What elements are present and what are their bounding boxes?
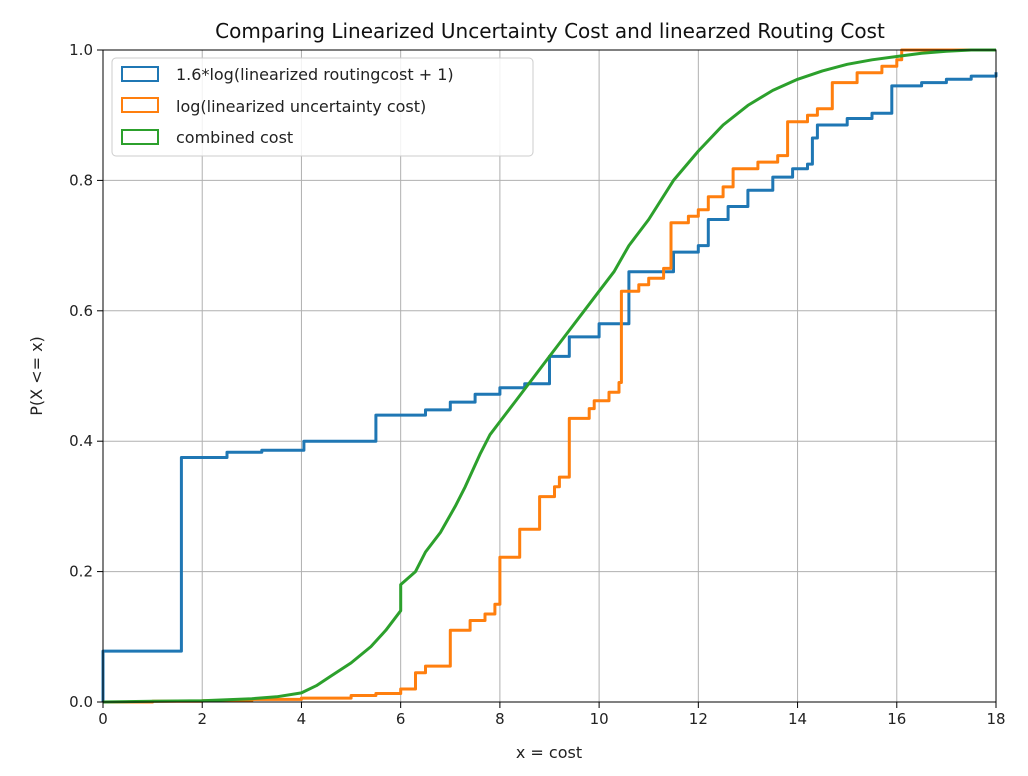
legend: 1.6*log(linearized routingcost + 1) log(… bbox=[111, 57, 534, 157]
x-tick-label: 16 bbox=[887, 710, 906, 728]
x-tick-label: 0 bbox=[98, 710, 108, 728]
series-layer bbox=[101, 48, 998, 704]
y-tick-label: 0.8 bbox=[69, 171, 93, 189]
legend-box bbox=[111, 57, 534, 157]
series-line-combined bbox=[102, 48, 996, 704]
legend-label-combined: combined cost bbox=[176, 128, 293, 147]
series-line-routing bbox=[101, 72, 998, 702]
y-tick-label: 0.2 bbox=[69, 563, 93, 581]
x-tick-label: 8 bbox=[495, 710, 505, 728]
x-ticks: 0 2 4 6 8 10 12 14 16 18 bbox=[98, 702, 1006, 728]
y-tick-label: 0.0 bbox=[69, 693, 93, 711]
legend-swatch-uncertainty bbox=[121, 97, 159, 113]
x-tick-label: 6 bbox=[396, 710, 406, 728]
x-tick-label: 18 bbox=[986, 710, 1005, 728]
y-tick-label: 0.4 bbox=[69, 432, 93, 450]
legend-swatch-combined bbox=[121, 129, 159, 145]
legend-label-routing: 1.6*log(linearized routingcost + 1) bbox=[176, 65, 454, 84]
x-tick-label: 10 bbox=[590, 710, 609, 728]
series-line-uncertainty bbox=[103, 48, 996, 704]
chart-title: Comparing Linearized Uncertainty Cost an… bbox=[215, 19, 885, 43]
x-tick-label: 12 bbox=[689, 710, 708, 728]
x-axis-label: x = cost bbox=[516, 743, 582, 762]
legend-label-uncertainty: log(linearized uncertainty cost) bbox=[176, 97, 426, 116]
x-tick-label: 14 bbox=[788, 710, 807, 728]
y-tick-label: 0.6 bbox=[69, 302, 93, 320]
x-tick-label: 2 bbox=[197, 710, 207, 728]
x-tick-label: 4 bbox=[297, 710, 307, 728]
y-axis-label: P(X <= x) bbox=[27, 336, 46, 416]
legend-swatch-routing bbox=[121, 66, 159, 82]
plot-frame bbox=[102, 49, 997, 703]
y-tick-label: 1.0 bbox=[69, 41, 93, 59]
y-ticks: 0.0 0.2 0.4 0.6 0.8 1.0 bbox=[69, 41, 103, 711]
